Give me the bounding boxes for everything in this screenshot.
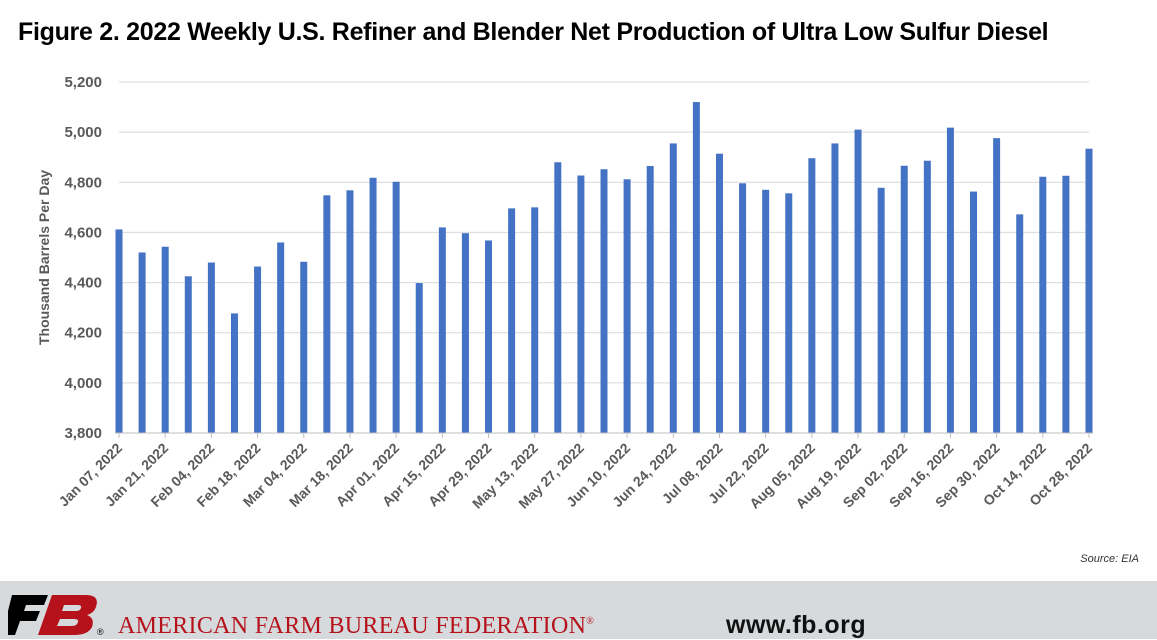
bar — [508, 208, 516, 433]
bar — [554, 162, 562, 433]
y-tick-label: 4,600 — [64, 224, 102, 241]
bar — [369, 177, 377, 433]
bar — [531, 207, 539, 433]
bar-chart: 3,800 4,000 4,200 4,400 4,600 4,800 5,000 5,200… — [36, 74, 1095, 512]
bar — [1039, 176, 1047, 433]
y-tick-label: 3,800 — [64, 425, 102, 442]
footer: ® AMERICAN FARM BUREAU FEDERATION® www.f… — [0, 581, 1157, 639]
bar — [669, 143, 677, 434]
bar — [207, 262, 215, 433]
bar — [161, 246, 169, 433]
bar — [346, 190, 354, 433]
bar — [577, 175, 585, 434]
y-axis-tick-labels: 3,800 4,000 4,200 4,400 4,600 4,800 5,000 5,200 — [64, 74, 102, 442]
organization-name: AMERICAN FARM BUREAU FEDERATION® — [118, 613, 594, 640]
bar — [1085, 148, 1093, 433]
bar — [1016, 214, 1024, 433]
bar — [946, 127, 954, 433]
y-axis-title: Thousand Barrels Per Day — [36, 170, 52, 345]
bar — [808, 158, 816, 433]
y-tick-label: 4,800 — [64, 174, 102, 191]
bar — [461, 233, 469, 433]
bar — [993, 138, 1001, 433]
bar — [692, 102, 700, 434]
bars — [115, 102, 1093, 434]
y-tick-label: 4,000 — [64, 375, 102, 392]
svg-text:®: ® — [97, 627, 104, 637]
bar — [623, 179, 631, 433]
bar — [115, 229, 123, 433]
y-tick-label: 5,000 — [64, 124, 102, 141]
y-tick-label: 4,200 — [64, 325, 102, 342]
bar — [854, 129, 862, 433]
bar — [762, 189, 770, 433]
bar — [900, 165, 908, 433]
bar — [970, 191, 978, 433]
bar — [323, 195, 331, 433]
y-tick-label: 5,200 — [64, 74, 102, 91]
bar — [877, 187, 885, 433]
bar — [138, 252, 146, 433]
website-link[interactable]: www.fb.org — [726, 611, 867, 639]
bar — [715, 153, 723, 433]
bar — [831, 143, 839, 434]
bar — [785, 193, 793, 433]
bar — [1062, 175, 1070, 433]
bar — [600, 169, 608, 433]
x-axis-tick-marks — [118, 433, 1090, 438]
bar — [230, 313, 238, 433]
bar — [300, 261, 308, 433]
bar — [438, 227, 446, 433]
source-note: Source: EIA — [1080, 553, 1139, 565]
chart-title: Figure 2. 2022 Weekly U.S. Refiner and B… — [18, 18, 1049, 46]
bar — [485, 240, 493, 433]
bar — [923, 160, 931, 433]
registered-mark: ® — [586, 616, 595, 627]
bar — [184, 276, 192, 433]
bar — [254, 266, 262, 433]
bar — [646, 165, 654, 433]
bar — [415, 283, 423, 433]
y-tick-label: 4,400 — [64, 275, 102, 292]
fb-logo-icon: ® — [8, 595, 104, 637]
bar — [739, 183, 747, 433]
bar — [392, 181, 400, 433]
organization-name-text: AMERICAN FARM BUREAU FEDERATION — [118, 613, 587, 639]
bar — [277, 242, 285, 433]
